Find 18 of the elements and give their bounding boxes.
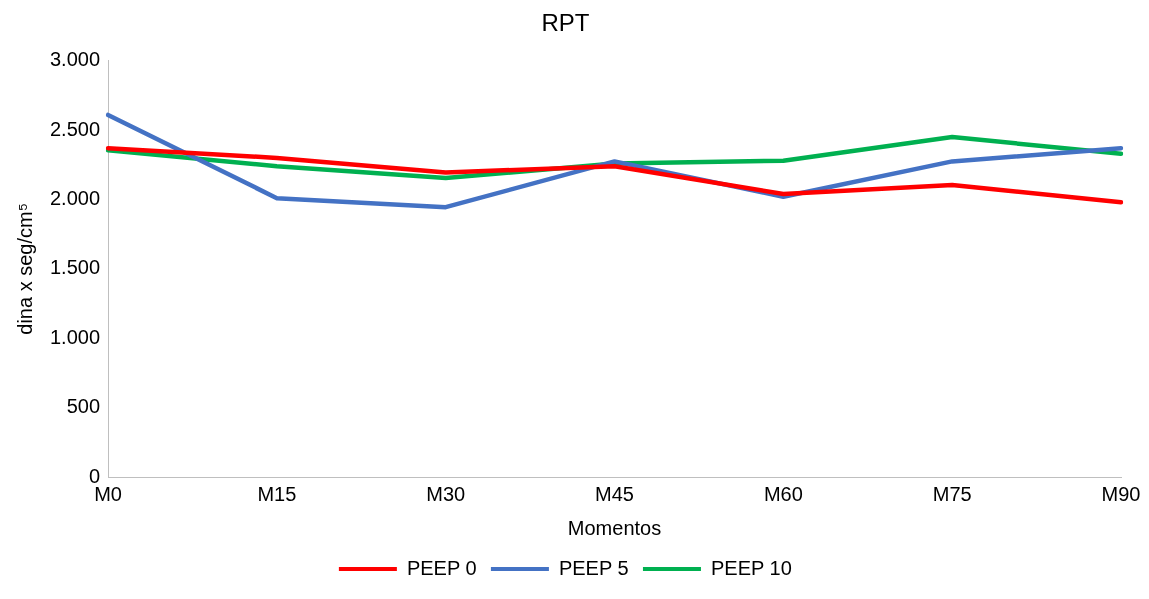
x-tick-label: M90: [1101, 482, 1141, 505]
legend-label: PEEP 5: [558, 556, 629, 579]
x-axis-title: Momentos: [567, 516, 662, 539]
x-tick-label: M15: [257, 482, 297, 505]
x-tick-label: M75: [932, 482, 972, 505]
y-tick-label: 1.500: [49, 256, 101, 279]
y-tick-label: 1.000: [49, 325, 101, 348]
legend-label: PEEP 0: [406, 556, 477, 579]
y-tick-label: 500: [66, 395, 101, 418]
x-tick-label: M45: [595, 482, 634, 505]
y-tick-label: 2.500: [49, 117, 101, 140]
y-axis-title: dina x seg/cm⁵: [13, 203, 36, 335]
chart-title: RPT: [541, 9, 590, 37]
y-tick-label: 3.000: [49, 48, 101, 71]
x-tick-label: M60: [763, 482, 803, 505]
x-tick-label: M30: [426, 482, 466, 505]
legend-label: PEEP 10: [710, 556, 792, 579]
y-tick-label: 2.000: [49, 187, 101, 210]
